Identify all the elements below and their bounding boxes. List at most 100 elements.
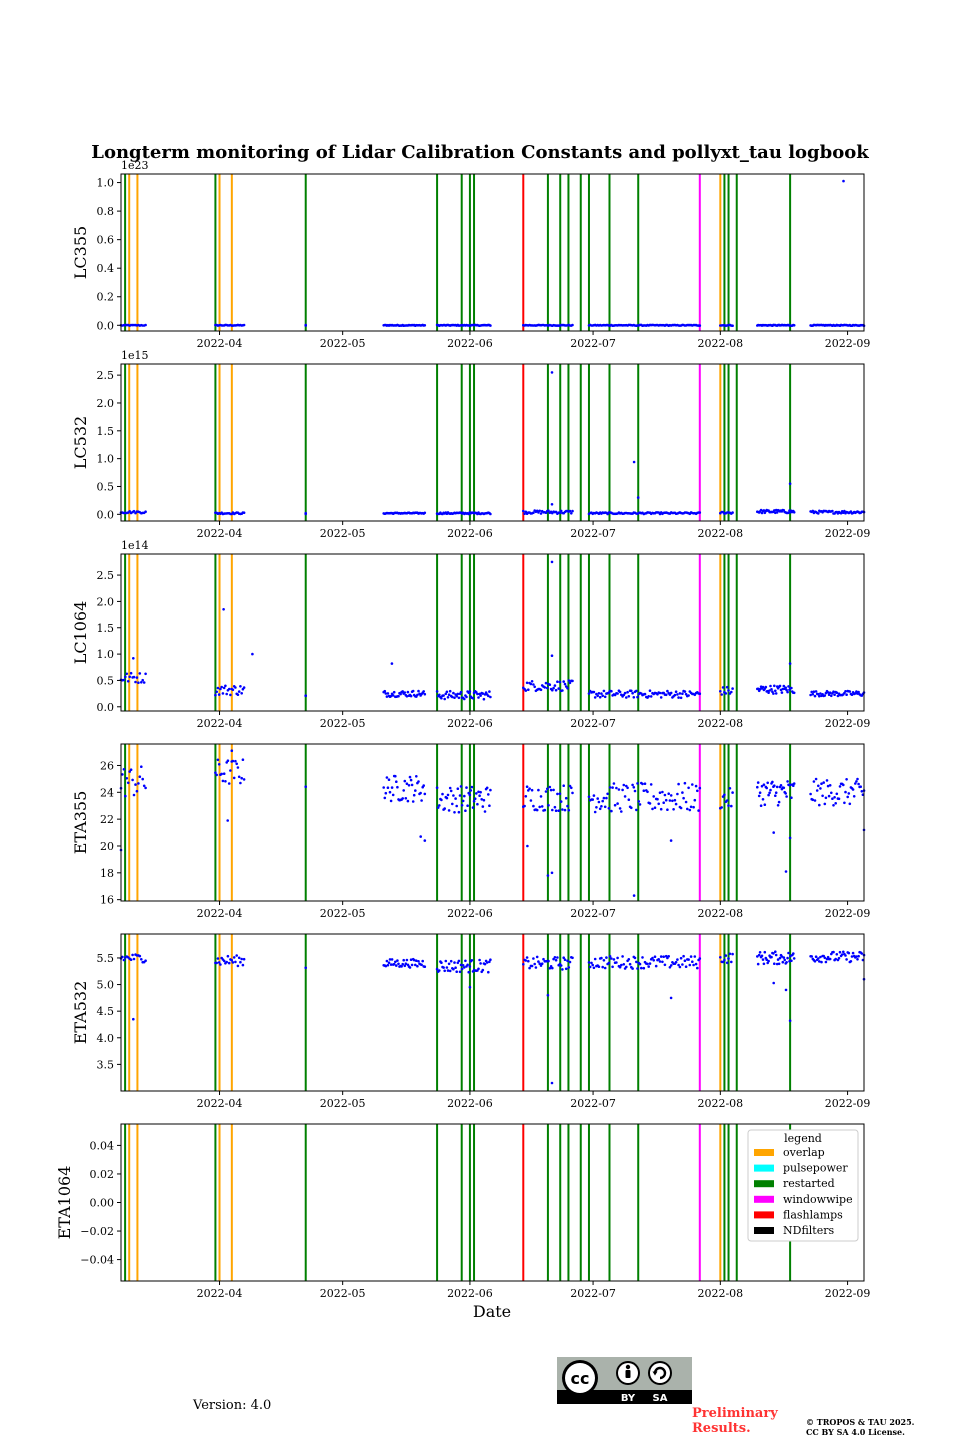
y-tick-label: 0.5 [97,480,115,493]
data-point [833,693,836,696]
data-point [128,770,131,773]
data-point [537,788,540,792]
data-point [543,808,547,812]
data-point [692,963,695,967]
data-point [389,694,393,698]
data-point [482,697,486,701]
data-point [549,788,553,792]
data-point [662,801,665,804]
data-point [669,964,673,967]
data-point [774,791,778,794]
data-point [824,691,828,695]
data-point [548,967,552,970]
data-point [772,831,775,834]
data-point [234,960,237,964]
data-point [669,691,673,695]
data-point [780,955,784,958]
y-tick-label: 0.0 [97,701,115,714]
data-point [597,800,601,804]
data-point [666,689,669,693]
data-point [657,802,660,806]
data-point [688,963,692,967]
data-point [632,894,636,897]
data-point [821,794,824,798]
data-point [638,803,642,806]
data-point [548,785,552,789]
data-point [559,964,563,967]
data-point [395,964,398,967]
data-point [772,981,775,985]
data-point [668,966,672,969]
data-point [724,954,728,957]
data-point [416,693,419,697]
data-point [627,695,631,698]
data-point [526,844,529,848]
data-point [828,691,832,694]
data-point [568,509,572,513]
panel-LC532: 0.0 0.5 1.0 1.5 2.0 2.5 2022-04 2022-05 2022-06 2… [71,349,870,540]
data-point [563,958,567,961]
data-point [775,962,779,966]
data-point [835,691,839,694]
data-point [440,696,443,700]
data-point [628,962,632,966]
data-point [436,806,440,809]
data-point [648,689,652,692]
data-point [814,690,818,693]
data-point [476,692,479,696]
x-tick-label: 2022-08 [697,1097,743,1110]
data-point [592,966,596,970]
data-point [683,690,687,693]
data-point [219,687,222,691]
data-point [558,680,562,684]
data-point [827,693,831,696]
data-point [423,792,427,796]
data-point [790,686,793,690]
panel-frame [120,173,865,332]
data-point [785,795,788,798]
x-tick-label: 2022-08 [697,717,743,730]
data-point [659,807,663,811]
data-point [402,958,406,962]
y-tick-label: 0.04 [90,1139,115,1152]
data-point [447,693,451,696]
data-point [550,1081,554,1085]
legend-label-windowwipe: windowwipe [783,1193,853,1206]
cc-license-badge: cc BY SA [557,1357,692,1404]
data-point [694,962,698,966]
data-point [230,749,234,752]
data-point [525,681,529,685]
data-point [811,509,815,513]
data-point [725,685,729,689]
data-point [612,958,616,961]
y-tick-label: 0.00 [90,1197,115,1210]
data-point [587,961,591,964]
data-point [842,950,845,954]
data-point [615,786,618,790]
data-point [389,799,393,803]
panel-ETA1064: −0.04 −0.02 0.00 0.02 0.04 2022-04 2022-05 2022… [55,1123,870,1300]
data-point [827,794,831,798]
data-point [406,799,410,803]
data-point [227,782,231,785]
x-tick-label: 2022-05 [320,337,366,350]
data-point [222,959,226,963]
data-point [403,964,407,968]
data-point [674,690,678,693]
data-point [551,808,554,812]
data-point [727,804,730,807]
data-point [399,692,402,696]
data-point [409,694,413,698]
data-point [442,694,445,697]
data-point [524,689,528,692]
data-point [409,958,413,961]
data-point [635,689,638,693]
data-point [448,689,452,693]
data-point [607,807,611,810]
data-point [547,509,550,512]
data-point [683,959,687,962]
data-point [593,957,597,961]
data-point [822,781,825,784]
data-point [723,793,726,797]
data-point [846,795,849,799]
